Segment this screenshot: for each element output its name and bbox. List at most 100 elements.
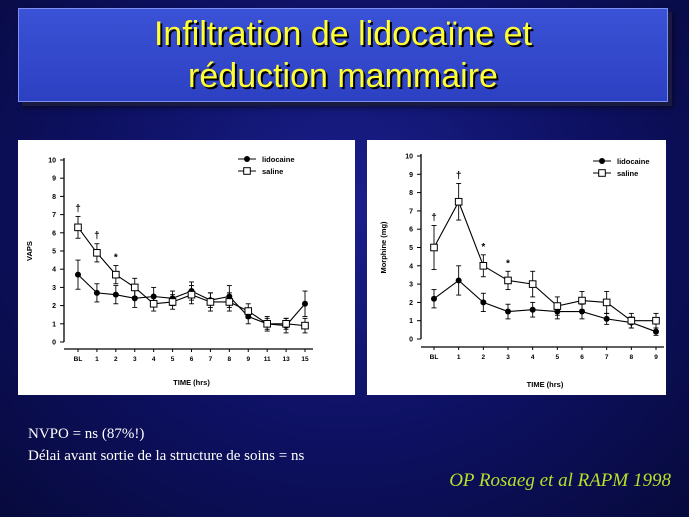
chart2-point-lidocaine bbox=[603, 315, 610, 322]
chart1-y-tick-label: 5 bbox=[52, 249, 56, 256]
chart-vaps-panel: 0 1 2 3 4 5 6 7 8 9 10 BL 1 2 3 4 5 6 7 8 9 11 13 15 TIME (hrs) V… bbox=[18, 140, 355, 395]
chart1-x-tick-label: 13 bbox=[282, 356, 290, 363]
chart2-y-tick-label: 4 bbox=[409, 263, 413, 270]
slide-title-line-2: réduction mammaire bbox=[188, 57, 498, 95]
chart1-point-lidocaine bbox=[93, 289, 100, 296]
chart1-significance-mark: † bbox=[75, 203, 81, 214]
chart2-point-saline bbox=[553, 302, 562, 310]
chart2-y-tick-label: 3 bbox=[409, 282, 413, 289]
chart1-x-tick-label: 8 bbox=[228, 356, 232, 363]
chart1-x-tick-label: 11 bbox=[264, 356, 271, 363]
chart2-x-tick-label: BL bbox=[430, 354, 439, 361]
chart2-point-lidocaine bbox=[505, 308, 511, 315]
chart2-legend-label: lidocaine bbox=[617, 157, 650, 166]
chart1-y-tick-label: 10 bbox=[48, 158, 56, 165]
chart2-x-tick-label: 3 bbox=[506, 354, 510, 361]
chart1-point-saline bbox=[187, 290, 196, 299]
chart1-point-saline bbox=[282, 320, 290, 328]
chart1-point-saline bbox=[301, 321, 309, 330]
chart2-series-line-lidocaine bbox=[433, 279, 657, 333]
chart1-x-tick-label: BL bbox=[74, 356, 83, 363]
chart2-x-tick-label: 9 bbox=[654, 354, 658, 361]
title-box: Infiltration de lidocaïne et réduction m… bbox=[18, 8, 668, 102]
chart2-x-tick-label: 6 bbox=[580, 354, 584, 361]
chart2-y-tick-label: 0 bbox=[409, 337, 413, 344]
chart2-point-saline bbox=[430, 243, 438, 252]
chart2-point-saline bbox=[627, 316, 636, 325]
chart2-y-tick-label: 5 bbox=[409, 245, 413, 252]
note-nvpo: NVPO = ns (87%!) bbox=[28, 426, 145, 442]
chart1-point-lidocaine bbox=[75, 271, 81, 278]
chart2-x-tick-label: 7 bbox=[605, 354, 609, 361]
chart2-x-tick-label: 8 bbox=[630, 354, 634, 361]
chart2-x-tick-label: 1 bbox=[457, 354, 461, 361]
chart2-point-saline bbox=[578, 296, 586, 305]
chart2-y-tick-label: 8 bbox=[409, 190, 413, 197]
chart2-point-saline bbox=[652, 316, 660, 325]
chart1-y-tick-label: 8 bbox=[52, 194, 56, 201]
chart1-x-tick-label: 1 bbox=[95, 356, 99, 363]
chart1-x-tick-label: 3 bbox=[133, 356, 137, 363]
chart1-y-tick-label: 3 bbox=[52, 285, 56, 292]
chart1-y-tick-label: 6 bbox=[52, 230, 56, 237]
chart2-y-axis-label: Morphine (mg) bbox=[379, 221, 388, 274]
chart2-x-tick-label: 2 bbox=[482, 354, 486, 361]
chart2-y-tick-label: 2 bbox=[409, 300, 413, 307]
chart2-y-tick-label: 7 bbox=[409, 208, 413, 215]
chart2-significance-mark: * bbox=[481, 242, 485, 253]
chart2-point-saline bbox=[504, 276, 512, 285]
chart1-point-saline bbox=[225, 298, 234, 306]
chart1-x-tick-label: 7 bbox=[209, 356, 213, 363]
chart1-x-tick-label: 5 bbox=[171, 356, 175, 363]
chart2-point-lidocaine bbox=[480, 299, 487, 306]
note-discharge-delay: Délai avant sortie de la structure de so… bbox=[28, 448, 305, 464]
chart1-y-axis-label: VAPS bbox=[25, 241, 34, 261]
chart-vaps: 0 1 2 3 4 5 6 7 8 9 10 BL 1 2 3 4 5 6 7 8 9 11 13 15 TIME (hrs) V… bbox=[25, 155, 313, 387]
chart1-point-lidocaine bbox=[302, 300, 308, 307]
chart2-point-saline bbox=[528, 280, 537, 288]
chart2-point-lidocaine bbox=[529, 306, 536, 313]
chart2-point-saline bbox=[602, 298, 611, 307]
chart2-y-tick-label: 10 bbox=[405, 154, 413, 161]
chart1-point-saline bbox=[130, 283, 139, 292]
chart2-y-tick-label: 9 bbox=[409, 172, 413, 179]
chart2-y-tick-label: 6 bbox=[409, 227, 413, 234]
chart1-point-saline bbox=[263, 320, 271, 328]
chart1-y-tick-label: 9 bbox=[52, 176, 56, 183]
chart1-x-tick-label: 9 bbox=[246, 356, 250, 363]
chart1-legend-marker bbox=[243, 167, 251, 175]
chart1-x-axis-label: TIME (hrs) bbox=[173, 378, 210, 387]
chart2-y-tick-label: 1 bbox=[409, 318, 413, 325]
chart1-point-saline bbox=[74, 223, 82, 232]
chart1-point-saline bbox=[149, 299, 158, 308]
chart1-x-tick-label: 4 bbox=[152, 356, 156, 363]
chart2-x-tick-label: 5 bbox=[556, 354, 560, 361]
chart-morphine-panel: 0 1 2 3 4 5 6 7 8 9 10 BL 1 2 3 4 5 6 7 8 9 TIME (hrs) Morphin… bbox=[367, 140, 666, 395]
slide-title-line-1: Infiltration de lidocaïne et bbox=[153, 15, 533, 53]
chart1-point-saline bbox=[244, 307, 253, 315]
chart1-point-saline bbox=[93, 249, 101, 257]
chart1-significance-mark: † bbox=[94, 231, 100, 242]
chart2-point-lidocaine bbox=[653, 328, 659, 335]
chart2-x-axis-label: TIME (hrs) bbox=[527, 380, 564, 389]
chart1-legend-label: saline bbox=[262, 167, 283, 176]
chart2-point-lidocaine bbox=[431, 295, 437, 302]
chart1-x-tick-label: 2 bbox=[114, 356, 118, 363]
chart2-x-tick-label: 4 bbox=[531, 354, 535, 361]
chart-morphine: 0 1 2 3 4 5 6 7 8 9 10 BL 1 2 3 4 5 6 7 8 9 TIME (hrs) Morphin… bbox=[379, 154, 664, 389]
chart2-significance-mark: * bbox=[506, 258, 510, 269]
chart1-y-tick-label: 4 bbox=[52, 267, 56, 274]
chart2-significance-mark: † bbox=[431, 213, 437, 224]
chart1-point-lidocaine bbox=[112, 291, 119, 298]
chart2-point-saline bbox=[479, 262, 488, 270]
chart2-significance-mark: † bbox=[456, 170, 462, 181]
chart2-legend-marker bbox=[599, 158, 605, 164]
chart2-legend-label: saline bbox=[617, 169, 638, 178]
chart1-x-tick-label: 15 bbox=[301, 356, 309, 363]
chart2-point-saline bbox=[454, 197, 463, 206]
chart1-x-tick-label: 6 bbox=[190, 356, 194, 363]
chart1-legend-label: lidocaine bbox=[262, 155, 295, 164]
chart2-legend-marker bbox=[598, 169, 606, 177]
chart1-point-saline bbox=[206, 298, 215, 306]
chart1-y-tick-label: 1 bbox=[52, 321, 56, 328]
